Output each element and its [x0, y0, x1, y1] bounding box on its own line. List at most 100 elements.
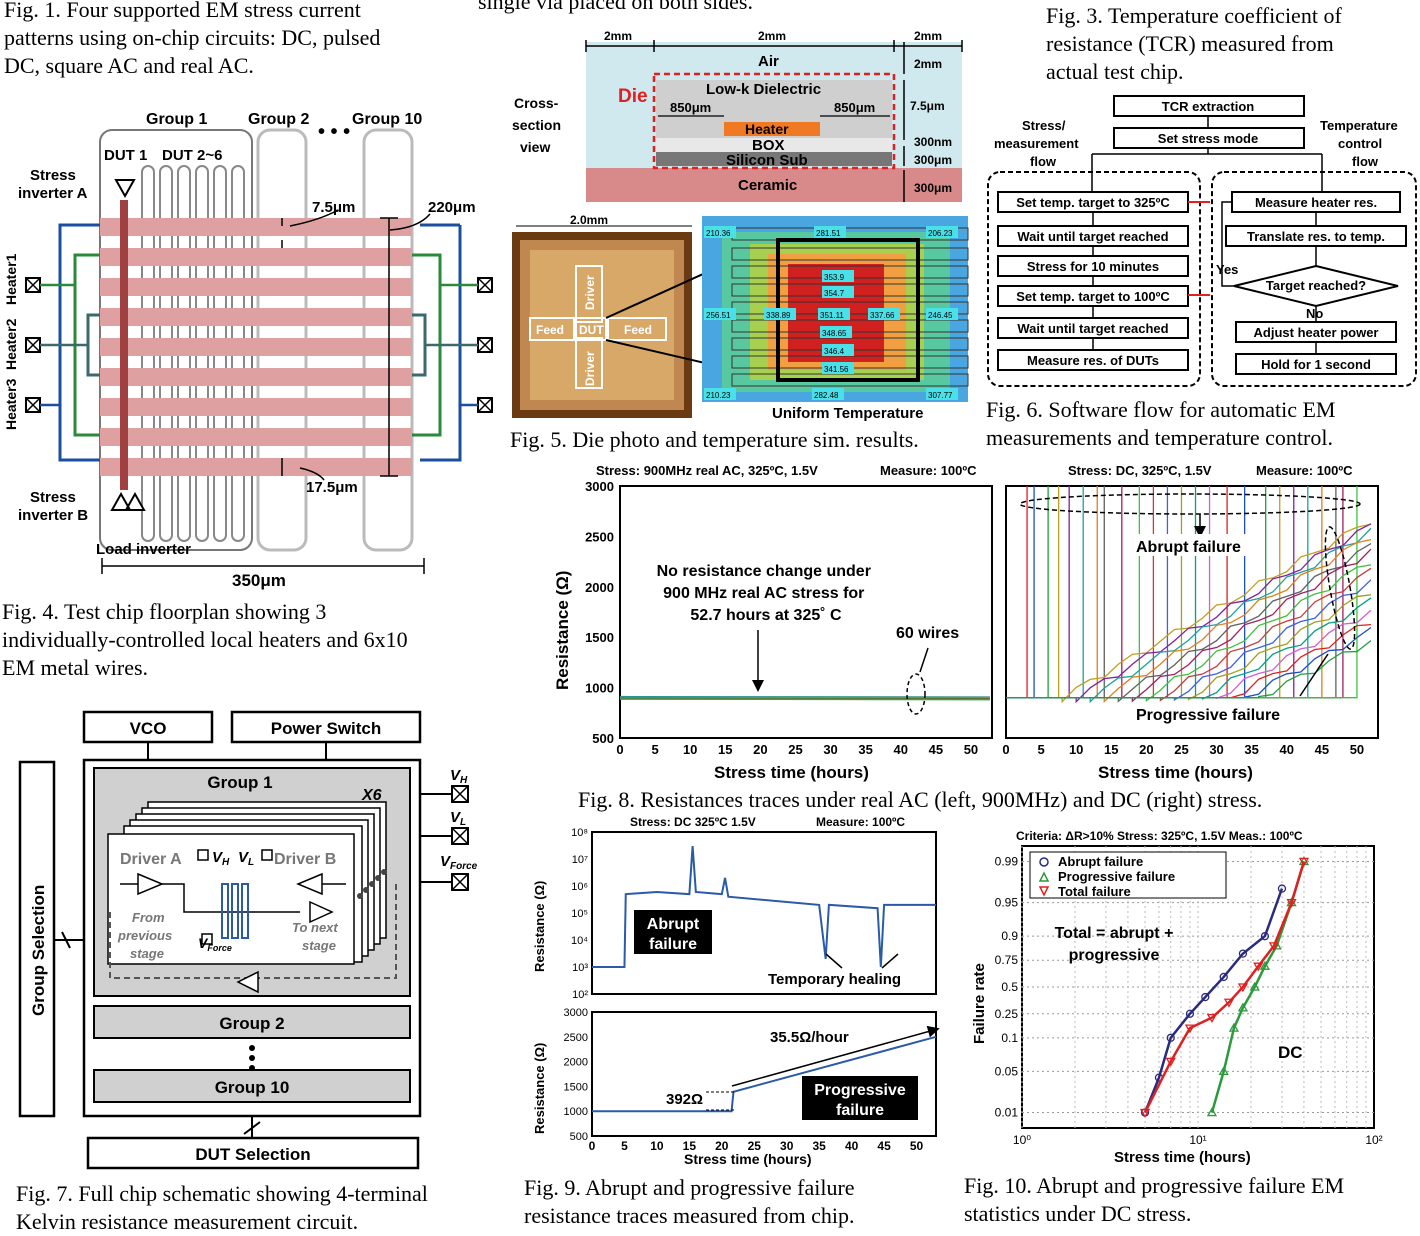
abrupt-trace — [1006, 486, 1070, 699]
left-step-5: Wait until target reached — [1017, 321, 1168, 336]
fig10-grid — [1021, 846, 1374, 1128]
total-point — [1206, 1013, 1218, 1023]
to-next-label: To next stage — [292, 920, 341, 953]
die-width-label: 2.0mm — [570, 213, 608, 227]
fig10-criteria: Criteria: ΔR>10% Stress: 325ºC, 1.5V Mea… — [1016, 829, 1303, 843]
left-step-4: Set temp. target to 100ºC — [1016, 289, 1170, 304]
fig8-right-abrupt: Abrupt failure — [1136, 539, 1241, 556]
temp-6: 256.51 — [706, 311, 731, 320]
left-steps — [997, 191, 1189, 371]
driver-b-label: Driver B — [274, 851, 336, 868]
ytick-label: 1500 — [564, 1081, 588, 1093]
driver-a-label: Driver A — [120, 851, 182, 868]
left-step-1: Set temp. target to 325ºC — [1016, 195, 1170, 210]
group1-label: Group 1 — [146, 111, 207, 128]
fig3-caption: Fig. 3. Temperature coefficient of resis… — [1046, 3, 1342, 84]
ac-trace — [619, 695, 990, 698]
progressive-trace — [1006, 527, 1372, 704]
xtick-label: 40 — [894, 742, 908, 757]
temp-7: 338.89 — [766, 311, 791, 320]
xtick-label: 10² — [1365, 1133, 1382, 1147]
xtick-label: 15 — [718, 742, 732, 757]
ytick-label: 2000 — [585, 580, 614, 595]
vco-label: VCO — [130, 719, 167, 738]
fig8-left-traces — [619, 695, 990, 701]
fig10-caption: Fig. 10. Abrupt and progressive failure … — [964, 1173, 1345, 1226]
fig10-ylabel: Failure rate — [971, 963, 988, 1044]
abrupt-trace — [1006, 486, 1141, 699]
progressive-point — [1228, 1022, 1240, 1032]
progressive-trace — [1006, 579, 1372, 702]
fig10-xlabel: Stress time (hours) — [1114, 1149, 1251, 1166]
left-step-3: Stress for 10 minutes — [1027, 259, 1159, 274]
xtick-label: 5 — [621, 1139, 628, 1153]
layer-si: Silicon Sub — [726, 152, 808, 169]
fig9-rate: 35.5Ω/hour — [770, 1029, 849, 1046]
progressive-trace — [1006, 523, 1372, 704]
abrupt-trace — [1006, 486, 1060, 699]
driver-bottom: Driver — [583, 351, 597, 386]
out-vh-label: VH — [450, 767, 468, 786]
fig7-schematic: VCO Power Switch Group Selection Group 1… — [18, 710, 478, 1170]
ac-trace — [619, 697, 990, 700]
fig9-top-frame — [591, 831, 937, 995]
fig8-left-yticks: 3000 2500 2000 1500 1000 500 — [585, 479, 614, 746]
xtick-label: 20 — [753, 742, 767, 757]
ytick-label: 10² — [572, 989, 588, 1001]
legend-total: Total failure — [1058, 884, 1131, 899]
left-flow-title: Stress/ measurement flow — [994, 118, 1082, 169]
temp-12: 346.4 — [824, 347, 845, 356]
xtick-label: 20 — [715, 1139, 729, 1153]
vh-label: VH — [212, 849, 230, 868]
fig5-caption: Fig. 5. Die photo and temperature sim. r… — [510, 427, 919, 452]
heater1-label: Heater1 — [3, 253, 19, 305]
temp-14: 210.23 — [706, 391, 731, 400]
stress-inverter-a-label: Stress inverter A — [18, 167, 88, 202]
abrupt-trace — [1006, 486, 1246, 699]
vl-label: VL — [238, 849, 254, 868]
ytick-label: 1000 — [564, 1106, 588, 1118]
progressive-point — [1259, 960, 1271, 970]
xtick-label: 30 — [780, 1139, 794, 1153]
fit-line — [1143, 861, 1306, 1114]
fig8-right-traces — [1006, 486, 1372, 704]
fig9-step: 392Ω — [666, 1091, 703, 1108]
fig10-series — [1139, 856, 1310, 1118]
right-steps — [1225, 191, 1407, 375]
dim-350um: 350μm — [232, 571, 286, 590]
xtick-label: 10⁰ — [1013, 1133, 1031, 1147]
stress-inverter-a-symbol — [114, 179, 136, 199]
right-step-3: Target reached? — [1266, 278, 1366, 293]
fig9-abrupt: Abrupt failure — [647, 916, 700, 953]
ytick-label: 0.95 — [995, 896, 1019, 910]
right-step-2: Translate res. to temp. — [1247, 229, 1385, 244]
group1-title: Group 1 — [207, 773, 272, 792]
total-point — [1298, 857, 1310, 867]
temp-9: 337.66 — [870, 311, 895, 320]
driver-top: Driver — [583, 275, 597, 310]
ytick-label: 10⁴ — [571, 935, 588, 947]
dim-top-2: 2mm — [758, 29, 786, 43]
group-selection-box — [18, 760, 56, 1118]
left-step-6: Measure res. of DUTs — [1027, 353, 1159, 368]
fig8-left-chart: Stress: 900MHz real AC, 325ºC, 1.5V Meas… — [553, 463, 993, 782]
abrupt-trace — [1006, 486, 1281, 699]
fig8-right-frame — [1005, 485, 1379, 739]
dut1-wire — [120, 200, 128, 490]
layer-box: BOX — [752, 137, 785, 154]
ytick-label: 500 — [592, 731, 614, 746]
temp-15: 282.48 — [814, 391, 839, 400]
ytick-label: 0.9 — [1001, 929, 1018, 943]
dim-right-5: 300μm — [914, 181, 952, 195]
fig7-caption: Fig. 7. Full chip schematic showing 4-te… — [16, 1181, 428, 1234]
fig10-legend — [1029, 851, 1227, 899]
temp-13: 341.56 — [824, 365, 849, 374]
progressive-trace — [1006, 523, 1372, 704]
dut-selection-label: DUT Selection — [195, 1145, 310, 1164]
ytick-label: 10⁷ — [572, 854, 588, 866]
uniform-temp-label: Uniform Temperature — [772, 405, 923, 422]
xtick-label: 25 — [1174, 742, 1188, 757]
fig9-bottom-trace — [592, 1035, 937, 1113]
tcr-label: TCR extraction — [1162, 99, 1255, 114]
x6-label: X6 — [361, 787, 382, 804]
